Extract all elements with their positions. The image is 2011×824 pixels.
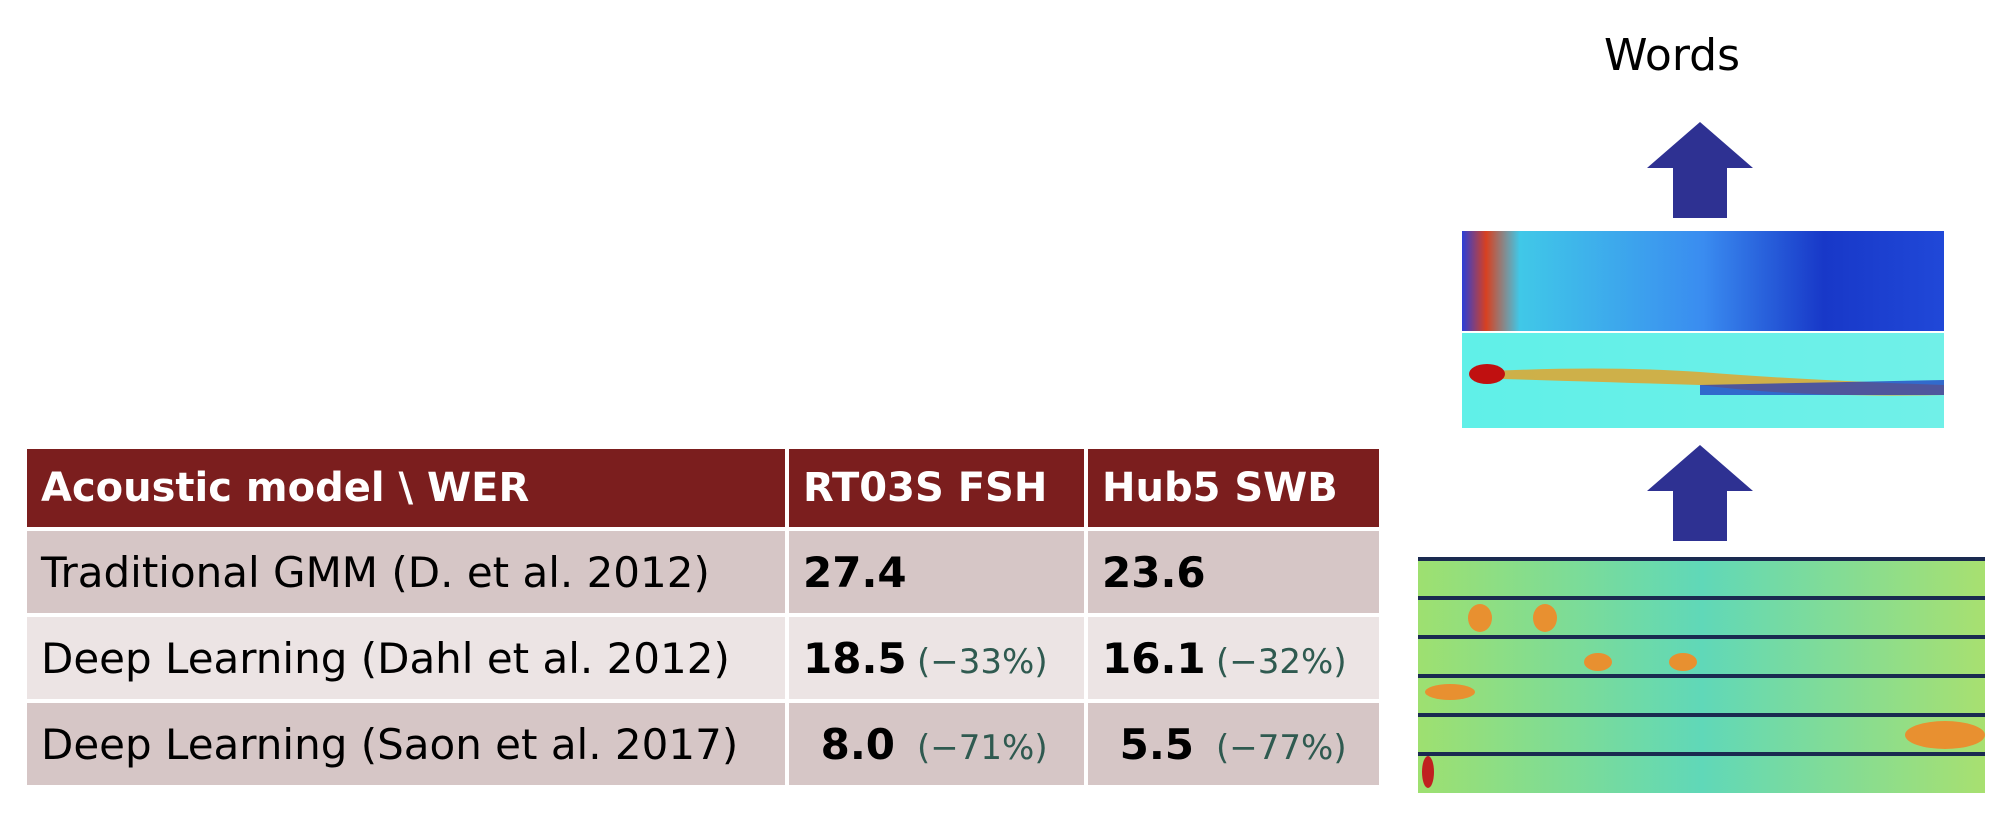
header-cell: RT03S FSH	[785, 445, 1088, 531]
table-row: Deep Learning (Dahl et al. 2012) 18.5 (−33…	[23, 613, 1383, 703]
wer-value: 23.6	[1102, 547, 1206, 597]
spectrogram	[1462, 333, 1944, 428]
wer-cell: 5.5 (−77%)	[1084, 699, 1383, 789]
wer-cell: 27.4	[785, 527, 1088, 617]
model-cell: Deep Learning (Dahl et al. 2012)	[23, 613, 789, 703]
header-cell: Hub5 SWB	[1084, 445, 1383, 531]
header-row: Acoustic model \ WER RT03S FSH Hub5 SWB	[23, 445, 1383, 531]
wer-change: (−77%)	[1216, 727, 1347, 768]
wer-change: (−32%)	[1216, 641, 1347, 682]
feature-blob	[1469, 364, 1505, 384]
wer-cell: 23.6	[1084, 527, 1383, 617]
wer-cell: 8.0 (−71%)	[785, 699, 1088, 789]
table-row: Traditional GMM (D. et al. 2012) 27.4 23.6	[23, 527, 1383, 617]
arrow	[1647, 122, 1753, 218]
table-row: Deep Learning (Saon et al. 2017) 8.0 (−71%…	[23, 699, 1383, 789]
wer-value: 27.4	[803, 547, 907, 597]
wer-value: 16.1	[1102, 633, 1206, 683]
feature-band	[1700, 380, 1944, 395]
blobs	[1422, 604, 1985, 788]
wer-cell: 18.5 (−33%)	[785, 613, 1088, 703]
model-cell: Traditional GMM (D. et al. 2012)	[23, 527, 789, 617]
waveform-image	[1418, 558, 1985, 793]
wer-change: (−33%)	[917, 641, 1048, 682]
spectrogram	[1462, 231, 1944, 331]
separators	[1418, 557, 1985, 756]
arrow	[1647, 445, 1753, 541]
model-cell: Deep Learning (Saon et al. 2017)	[23, 699, 789, 789]
feature-band	[1472, 368, 1944, 396]
wer-value: 8.0	[820, 719, 895, 769]
header-cell: Acoustic model \ WER	[23, 445, 789, 531]
output-label: Words	[1603, 30, 1741, 81]
wer-change: (−71%)	[917, 727, 1048, 768]
wer-cell: 16.1 (−32%)	[1084, 613, 1383, 703]
wer-value: 18.5	[803, 633, 907, 683]
wer-value: 5.5	[1119, 719, 1194, 769]
wer-table: Acoustic model \ WER RT03S FSH Hub5 SWB …	[23, 445, 1383, 789]
